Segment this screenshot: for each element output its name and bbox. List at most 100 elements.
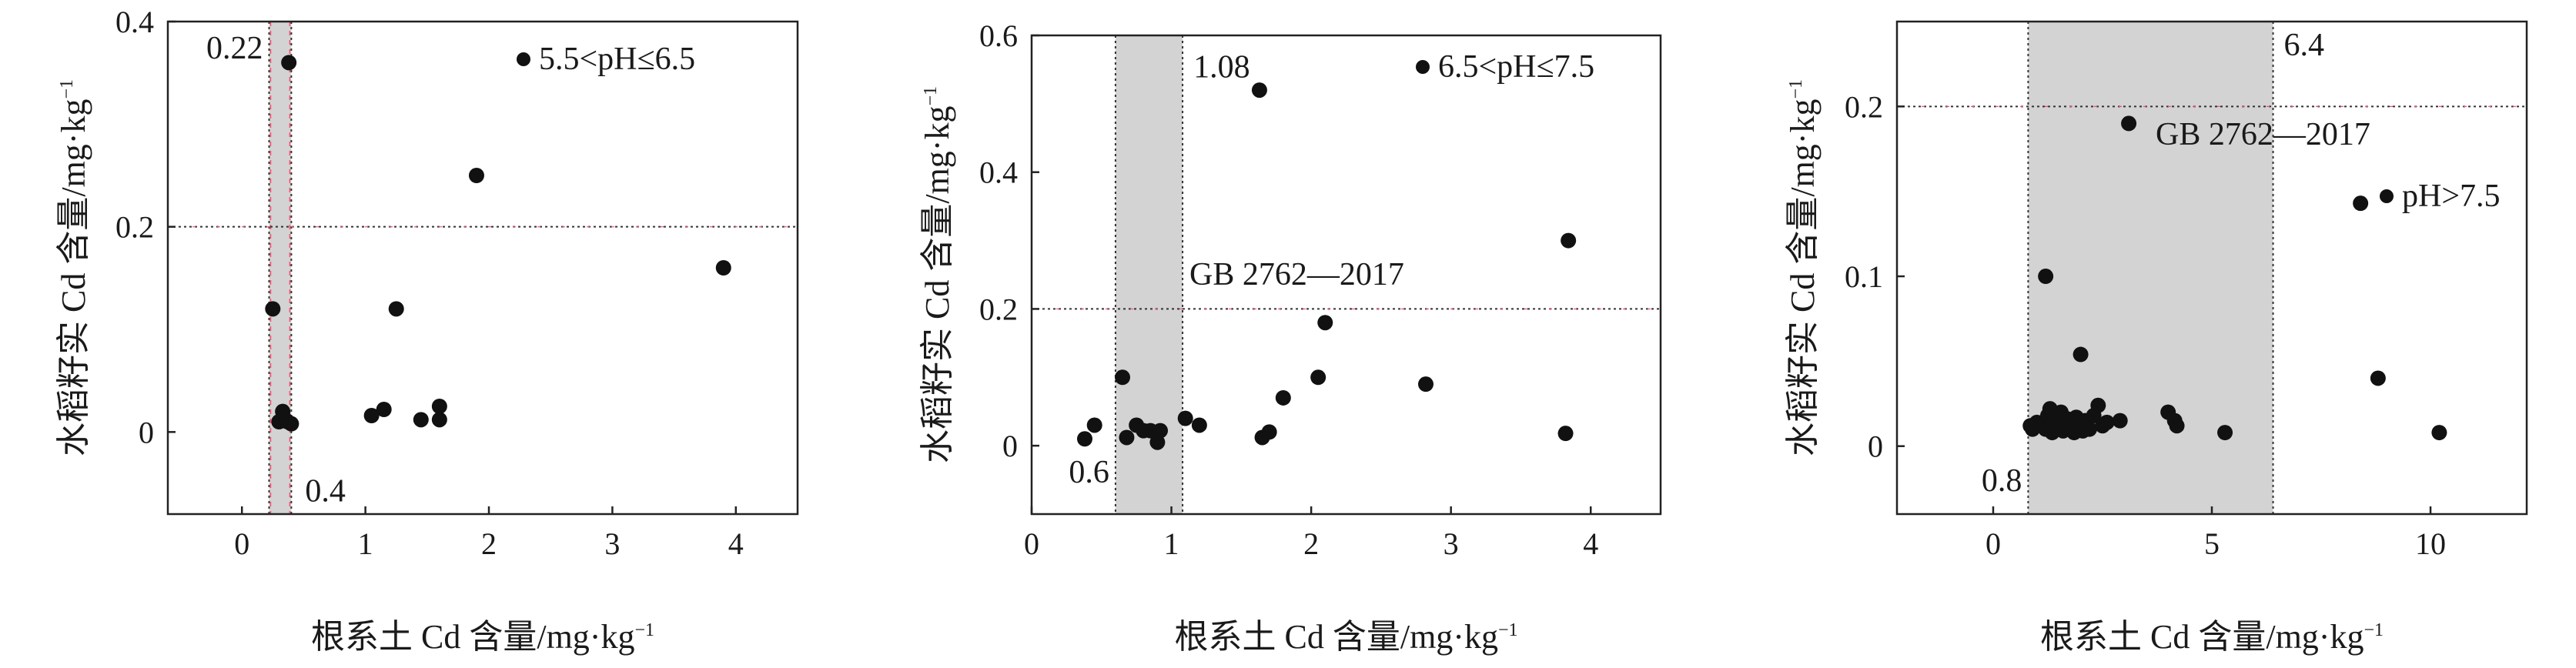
y-tick-label: 0 xyxy=(139,415,154,449)
data-point xyxy=(1149,434,1166,450)
x-axis-title: 根系土 Cd 含量/mg·kg−1 xyxy=(1175,618,1518,656)
y-axis-title-text: 水稻籽实 Cd 含量/mg·kg xyxy=(1784,99,1822,456)
data-point xyxy=(1119,429,1135,446)
y-axis-title-text: 水稻籽实 Cd 含量/mg·kg xyxy=(55,99,92,456)
data-point xyxy=(1177,410,1193,426)
data-point xyxy=(2370,370,2386,386)
scatter-panel-1: 0 1 2 3 4 0 0.2 0.4 根系土 Cd 含量/mg·kg−1 水稻籽实 Cd 含量/… xyxy=(55,5,799,656)
shaded-band xyxy=(269,22,292,514)
data-point xyxy=(1115,369,1131,386)
x-axis-title-text: 根系土 Cd 含量/mg·kg xyxy=(1175,618,1498,656)
x-tick-label: 2 xyxy=(1303,526,1319,561)
data-point xyxy=(281,55,297,71)
x-tick-label: 0 xyxy=(1986,526,2001,561)
x-axis-title-superscript: −1 xyxy=(634,620,654,640)
data-point xyxy=(363,408,380,423)
data-point xyxy=(2038,269,2054,285)
data-point xyxy=(2169,418,2185,434)
band-value-label: 0.4 xyxy=(305,473,346,509)
x-tick-label: 3 xyxy=(1444,526,1459,561)
y-tick-label: 0.2 xyxy=(1845,89,1883,124)
data-point xyxy=(2112,412,2128,429)
x-axis-title: 根系土 Cd 含量/mg·kg−1 xyxy=(2040,618,2384,656)
x-axis-title-superscript: −1 xyxy=(2364,620,2384,640)
x-tick-label: 0 xyxy=(1024,526,1039,561)
data-point xyxy=(2121,115,2137,132)
data-point xyxy=(2099,414,2115,430)
x-tick-label: 2 xyxy=(481,526,497,561)
x-tick-label: 10 xyxy=(2415,526,2446,561)
data-point xyxy=(431,399,447,414)
data-point xyxy=(2217,425,2233,441)
data-point xyxy=(468,168,484,183)
threshold-label: GB 2762—2017 xyxy=(1189,257,1404,292)
x-tick-label: 3 xyxy=(604,526,620,561)
x-axis-title-text: 根系土 Cd 含量/mg·kg xyxy=(2040,618,2364,656)
y-axis-title: 水稻籽实 Cd 含量/mg·kg−1 xyxy=(55,79,92,456)
x-axis-title: 根系土 Cd 含量/mg·kg−1 xyxy=(311,618,654,656)
x-axis-title-text: 根系土 Cd 含量/mg·kg xyxy=(311,618,634,656)
legend-marker xyxy=(2380,189,2394,203)
y-axis-title-superscript: −1 xyxy=(1786,79,1806,99)
data-point xyxy=(1076,431,1092,447)
x-tick-label: 4 xyxy=(728,526,744,561)
band-value-label: 0.6 xyxy=(1069,455,1109,490)
data-point xyxy=(2353,195,2369,212)
x-tick-label: 1 xyxy=(1164,526,1179,561)
data-point xyxy=(265,301,281,317)
data-point xyxy=(1086,417,1102,433)
y-tick-label: 0 xyxy=(1868,429,1883,464)
band-value-label: 0.8 xyxy=(1982,463,2022,499)
x-tick-label: 1 xyxy=(358,526,373,561)
y-axis-title-text: 水稻籽实 Cd 含量/mg·kg xyxy=(918,106,956,463)
data-point xyxy=(1417,376,1434,392)
y-tick-label: 0.4 xyxy=(979,155,1018,190)
data-point xyxy=(2073,346,2089,362)
threshold-label: GB 2762—2017 xyxy=(2156,117,2370,152)
data-point xyxy=(1310,369,1326,386)
y-axis-title: 水稻籽实 Cd 含量/mg·kg−1 xyxy=(918,86,956,463)
data-point xyxy=(279,414,296,429)
shaded-band xyxy=(2028,22,2273,514)
y-tick-label: 0.6 xyxy=(979,18,1018,53)
legend-label: pH>7.5 xyxy=(2402,179,2501,214)
y-tick-label: 0.2 xyxy=(979,292,1018,326)
x-tick-label: 5 xyxy=(2204,526,2220,561)
x-tick-label: 0 xyxy=(234,526,249,561)
data-point xyxy=(715,260,731,276)
legend-label: 6.5<pH≤7.5 xyxy=(1438,49,1594,85)
data-point xyxy=(431,412,447,428)
data-point xyxy=(1561,232,1577,249)
data-point xyxy=(1317,315,1333,331)
band-value-label: 0.22 xyxy=(206,31,263,66)
data-point xyxy=(388,301,404,317)
data-point xyxy=(1275,389,1291,406)
legend-label: 5.5<pH≤6.5 xyxy=(539,42,695,77)
y-tick-label: 0 xyxy=(1002,429,1018,463)
data-point xyxy=(413,412,429,428)
y-tick-label: 0.2 xyxy=(115,210,154,245)
legend-marker xyxy=(517,52,530,66)
data-point xyxy=(1261,424,1277,440)
band-value-label: 6.4 xyxy=(2284,28,2325,63)
data-point xyxy=(2081,421,2097,437)
y-axis-title-superscript: −1 xyxy=(921,86,941,106)
plot-frame xyxy=(1030,34,1662,516)
band-value-label: 1.08 xyxy=(1193,50,1250,85)
x-axis-title-superscript: −1 xyxy=(1498,620,1518,640)
data-point xyxy=(1191,417,1207,433)
data-point xyxy=(2090,397,2106,413)
data-point xyxy=(1153,423,1169,439)
plot-frame xyxy=(166,20,799,516)
data-point xyxy=(376,402,392,417)
data-point xyxy=(1251,82,1267,99)
y-axis-title: 水稻籽实 Cd 含量/mg·kg−1 xyxy=(1784,79,1822,456)
x-tick-label: 4 xyxy=(1583,526,1598,561)
data-point xyxy=(1557,426,1574,442)
legend-marker xyxy=(1416,60,1430,74)
scatter-panel-2: GB 2762—2017 0 1 2 3 4 0 0.2 0.4 0.6 根系土 Cd 含量/mg·… xyxy=(918,18,1662,656)
y-tick-label: 0.4 xyxy=(115,5,154,39)
y-tick-label: 0.1 xyxy=(1845,259,1883,294)
